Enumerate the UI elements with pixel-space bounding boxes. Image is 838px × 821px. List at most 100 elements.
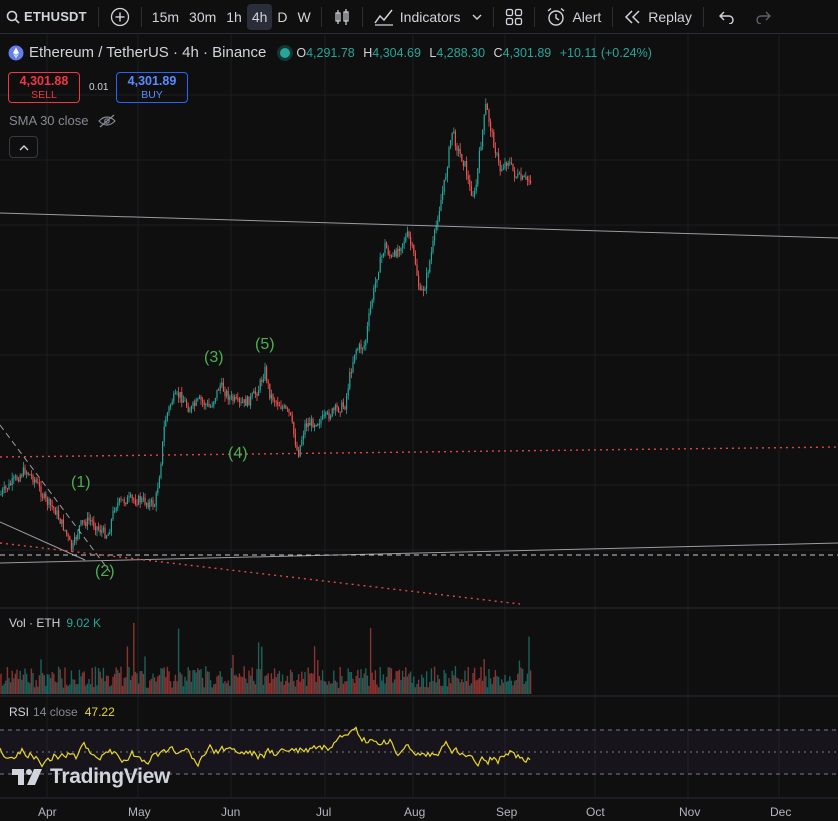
timeframe-4h[interactable]: 4h bbox=[246, 3, 273, 30]
volume-bar bbox=[318, 676, 321, 694]
candle-body bbox=[395, 250, 397, 257]
volume-bar bbox=[528, 636, 530, 694]
volume-bar bbox=[110, 685, 113, 694]
candle-body bbox=[264, 366, 266, 380]
candle-body bbox=[251, 393, 253, 397]
volume-bar bbox=[33, 687, 36, 694]
candle-body bbox=[61, 519, 63, 524]
candle-body bbox=[501, 169, 503, 172]
timeframe-1h[interactable]: 1h bbox=[226, 8, 242, 25]
buy-button[interactable]: 4,301.89 BUY bbox=[116, 72, 188, 103]
chart-legend: Ethereum / TetherUS · 4h · Binance O4,29… bbox=[8, 44, 657, 61]
volume-bar bbox=[136, 673, 138, 694]
candle-body bbox=[48, 499, 50, 505]
candle-body bbox=[235, 397, 237, 399]
candle-body bbox=[266, 366, 268, 381]
candle-body bbox=[474, 191, 476, 196]
buy-price: 4,301.89 bbox=[127, 74, 177, 88]
volume-bar bbox=[5, 680, 7, 694]
volume-bar bbox=[160, 668, 162, 694]
volume-bar bbox=[86, 683, 89, 694]
candle-body bbox=[242, 401, 244, 403]
volume-bar bbox=[526, 673, 529, 694]
volume-bar bbox=[69, 684, 71, 694]
undo-button[interactable] bbox=[709, 0, 745, 33]
volume-bar bbox=[493, 677, 495, 694]
volume-bar bbox=[213, 684, 215, 694]
volume-bar bbox=[128, 666, 130, 694]
candle-body bbox=[29, 474, 31, 476]
volume-bar bbox=[485, 676, 487, 694]
volume-bar bbox=[517, 673, 519, 694]
candle-body bbox=[379, 257, 381, 273]
candle-body bbox=[155, 493, 157, 506]
candle-body bbox=[32, 475, 34, 483]
candle-body bbox=[530, 180, 532, 184]
volume-bar bbox=[339, 666, 341, 694]
candle-body bbox=[491, 131, 493, 133]
volume-bar bbox=[152, 673, 154, 694]
volume-bar bbox=[441, 685, 444, 694]
timeframe-30m[interactable]: 30m bbox=[189, 8, 217, 25]
volume-bar bbox=[179, 672, 181, 694]
symbol-search[interactable]: ETHUSDT bbox=[0, 0, 93, 33]
candle-body bbox=[101, 530, 103, 533]
candle-body bbox=[286, 408, 288, 410]
candle-body bbox=[306, 423, 308, 428]
volume-bar bbox=[25, 673, 28, 694]
compare-button[interactable] bbox=[104, 0, 136, 33]
volume-bar bbox=[200, 669, 202, 694]
candle-body bbox=[3, 486, 5, 490]
volume-bar bbox=[1, 685, 4, 694]
layouts-button[interactable] bbox=[499, 0, 529, 33]
volume-bar bbox=[358, 678, 361, 694]
candle-body bbox=[192, 402, 194, 407]
redo-button[interactable] bbox=[745, 0, 781, 33]
timeframe-d[interactable]: D bbox=[277, 8, 288, 25]
volume-bar bbox=[277, 673, 279, 694]
sma-indicator[interactable]: SMA 30 close bbox=[9, 113, 116, 128]
candle-body bbox=[307, 423, 309, 428]
volume-bar bbox=[11, 670, 13, 694]
candle-body bbox=[523, 176, 525, 178]
chart-type-button[interactable] bbox=[327, 0, 357, 33]
volume-bar bbox=[374, 670, 377, 694]
candle-body bbox=[344, 406, 346, 410]
volume-value: 9.02 K bbox=[66, 616, 102, 630]
candle-body bbox=[130, 495, 132, 497]
timeframe-15m[interactable]: 15m bbox=[151, 8, 180, 25]
candle-body bbox=[517, 173, 519, 177]
indicators-dropdown[interactable] bbox=[466, 0, 488, 33]
candle-body bbox=[438, 211, 440, 221]
volume-bar bbox=[457, 678, 460, 694]
indicators-button[interactable]: Indicators bbox=[368, 0, 467, 33]
volume-bar bbox=[197, 668, 199, 694]
ohlc-values: O4,291.78 H4,304.69 L4,288.30 C4,301.89 … bbox=[296, 45, 652, 60]
price-chart[interactable] bbox=[0, 34, 838, 821]
volume-bar bbox=[139, 671, 141, 694]
volume-bar bbox=[166, 666, 169, 694]
candle-body bbox=[405, 236, 407, 242]
volume-bar bbox=[22, 674, 25, 694]
volume-bar bbox=[406, 676, 409, 694]
volume-bar bbox=[390, 668, 393, 694]
replay-button[interactable]: Replay bbox=[618, 0, 698, 33]
volume-bar bbox=[113, 673, 116, 694]
timeframe-w[interactable]: W bbox=[297, 8, 311, 25]
candle-body bbox=[168, 406, 170, 413]
candle-body bbox=[134, 499, 136, 504]
sell-button[interactable]: 4,301.88 SELL bbox=[8, 72, 80, 103]
trendline bbox=[0, 521, 86, 561]
candle-body bbox=[429, 260, 431, 273]
candle-body bbox=[195, 399, 197, 406]
volume-bar bbox=[97, 668, 100, 694]
candle-body bbox=[80, 520, 82, 526]
volume-bar bbox=[150, 678, 153, 694]
volume-bar bbox=[35, 680, 37, 694]
alert-button[interactable]: Alert bbox=[540, 0, 607, 33]
candle-body bbox=[205, 404, 207, 406]
volume-bar bbox=[46, 674, 49, 694]
hidden-eye-icon[interactable] bbox=[97, 114, 116, 128]
symbol-title: Ethereum / TetherUS · 4h · Binance bbox=[29, 44, 267, 61]
collapse-legend-button[interactable] bbox=[9, 136, 38, 158]
